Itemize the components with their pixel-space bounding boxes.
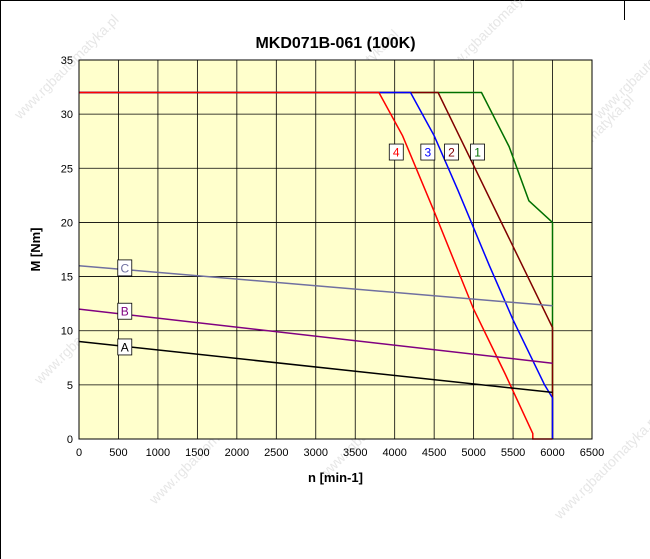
y-tick-label: 20: [61, 217, 73, 229]
tick-labels: 0 500 1000 1500 2000 2500 3000 3500 4000 4500 5000…: [61, 55, 604, 459]
y-tick-label: 5: [67, 380, 73, 392]
series-line-C: [78, 264, 553, 307]
series-layer: [78, 91, 554, 440]
series-label-box: [470, 143, 485, 161]
x-tick-label: 1500: [185, 447, 209, 459]
x-tick-label: 500: [109, 447, 127, 459]
series-label-box: [117, 302, 133, 320]
plot-border: [78, 59, 593, 440]
y-tick-label: 25: [61, 163, 73, 175]
series-label-text: 4: [393, 146, 400, 160]
series-label-box: [117, 259, 133, 277]
series-label-4: 4: [388, 143, 404, 161]
series-line-4: [79, 91, 553, 440]
series-label-text: A: [121, 340, 129, 354]
x-tick-label: 3000: [304, 447, 328, 459]
x-tick-label: 4000: [382, 447, 406, 459]
page-frame-top: [0, 0, 650, 1]
series-label-B: B: [117, 302, 133, 320]
x-tick-label: 4500: [422, 447, 446, 459]
series-label-1: 1: [470, 143, 485, 161]
x-tick-label: 1000: [146, 447, 170, 459]
x-tick-label: 5000: [461, 447, 485, 459]
y-tick-label: 30: [61, 109, 73, 121]
series-line-3: [79, 91, 554, 439]
y-tick-label: 0: [67, 434, 73, 446]
page-frame-divider: [624, 0, 625, 20]
series-line-A: [78, 340, 553, 394]
y-tick-label: 15: [61, 272, 73, 284]
x-axis-label: n [min-1]: [308, 470, 363, 485]
series-label-text: 3: [424, 146, 431, 160]
series-label-C: C: [117, 259, 133, 277]
series-label-text: B: [121, 305, 129, 319]
y-tick-label: 35: [61, 55, 73, 67]
x-tick-label: 6500: [580, 447, 604, 459]
x-tick-label: 0: [76, 447, 82, 459]
series-label-text: C: [120, 261, 129, 275]
series-label-text: 1: [474, 146, 481, 160]
x-tick-label: 2000: [225, 447, 249, 459]
series-label-3: 3: [420, 143, 436, 161]
series-label-box: [388, 143, 404, 161]
x-tick-label: 2500: [264, 447, 288, 459]
series-label-A: A: [117, 338, 133, 356]
page-frame-left: [0, 0, 1, 559]
x-tick-label: 6000: [540, 447, 564, 459]
x-tick-label: 5500: [501, 447, 525, 459]
series-label-2: 2: [444, 143, 459, 161]
series-line-B: [78, 308, 553, 364]
series-label-text: 2: [448, 146, 455, 160]
series-label-box: [420, 143, 436, 161]
series-label-box: [444, 143, 459, 161]
x-tick-label: 3500: [343, 447, 367, 459]
y-axis-label: M [Nm]: [28, 227, 43, 271]
y-tick-label: 10: [61, 326, 73, 338]
curve-labels: 1 2 3 4 C B A: [117, 143, 485, 356]
series-label-box: [117, 338, 133, 356]
chart-title: MKD071B-061 (100K): [255, 35, 415, 52]
